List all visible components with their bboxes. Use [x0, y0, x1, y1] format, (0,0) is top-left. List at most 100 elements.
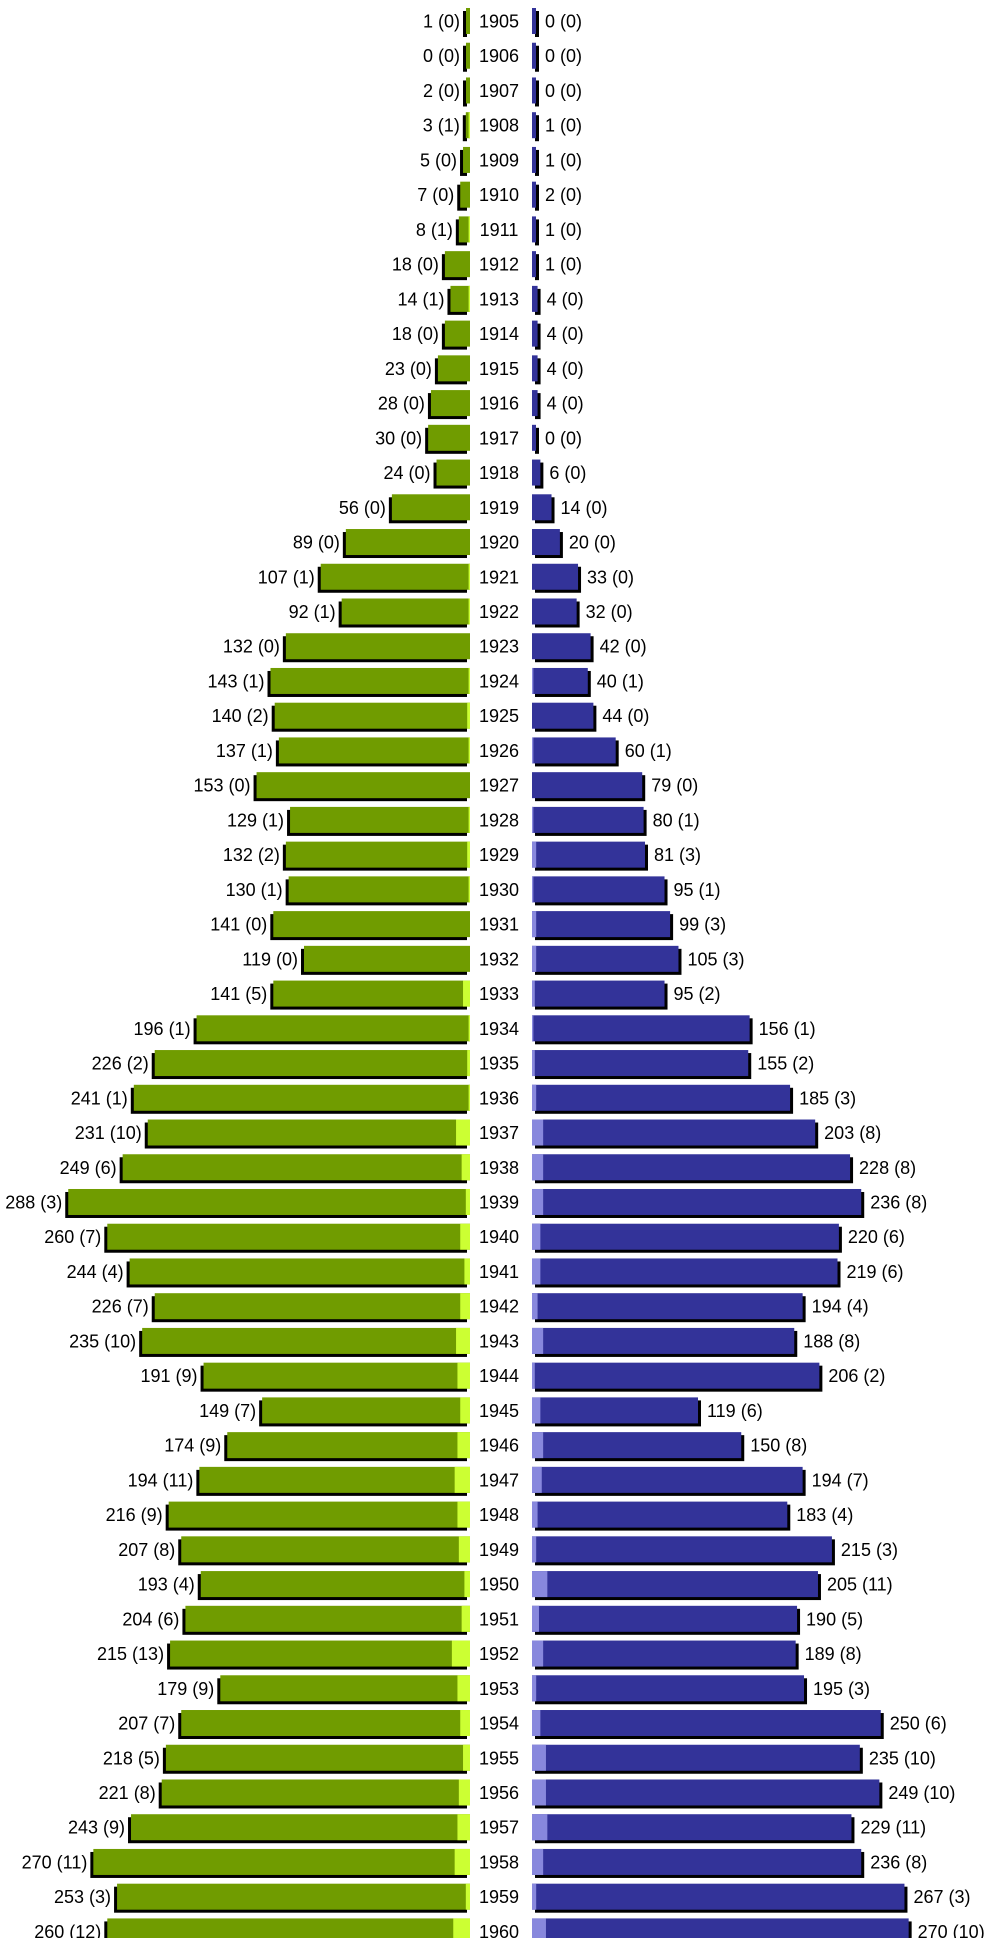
right-sub-bar [532, 1258, 541, 1285]
right-value-label: 6 (0) [549, 463, 586, 483]
right-bar [532, 737, 616, 764]
right-bar [532, 1293, 803, 1320]
right-bar [532, 667, 588, 694]
left-value-label: 179 (9) [157, 1679, 214, 1699]
right-sub-bar [532, 1848, 544, 1875]
left-value-label: 119 (0) [242, 949, 298, 969]
right-value-label: 155 (2) [757, 1054, 814, 1074]
left-value-label: 207 (7) [118, 1714, 175, 1734]
right-value-label: 95 (2) [674, 984, 721, 1004]
year-label: 1922 [479, 602, 519, 622]
right-bar [532, 1814, 852, 1841]
left-value-label: 235 (10) [69, 1331, 136, 1351]
right-value-label: 235 (10) [869, 1748, 936, 1768]
right-bar [532, 841, 645, 868]
left-bar [107, 1223, 471, 1250]
left-bar [256, 772, 470, 799]
right-value-label: 14 (0) [561, 498, 608, 518]
left-sub-bar [467, 702, 470, 729]
left-bar [154, 1293, 471, 1320]
year-label: 1934 [479, 1019, 519, 1039]
right-value-label: 194 (4) [812, 1297, 869, 1317]
left-sub-bar [453, 1918, 470, 1938]
right-sub-bar [532, 737, 534, 764]
year-label: 1953 [479, 1679, 519, 1699]
right-bar [532, 459, 541, 486]
left-bar [196, 1015, 470, 1042]
left-value-label: 28 (0) [378, 394, 425, 414]
right-bar [532, 1050, 749, 1077]
year-label: 1905 [479, 12, 519, 32]
left-sub-bar [464, 1258, 470, 1285]
left-bar [450, 285, 470, 312]
year-label: 1908 [479, 116, 519, 136]
year-label: 1912 [479, 255, 519, 275]
right-value-label: 105 (3) [687, 949, 744, 969]
left-bar [444, 251, 470, 278]
right-value-label: 1 (0) [545, 220, 582, 240]
right-bar [532, 980, 665, 1007]
right-bar-shadow [535, 358, 541, 385]
right-bar [532, 251, 536, 278]
right-value-label: 195 (3) [813, 1679, 870, 1699]
left-value-label: 249 (6) [60, 1158, 117, 1178]
left-bar [463, 146, 470, 173]
left-value-label: 218 (5) [103, 1748, 160, 1768]
left-bar [288, 876, 470, 903]
left-bar [391, 494, 470, 521]
right-value-label: 1 (0) [545, 150, 582, 170]
left-bar [341, 598, 470, 625]
year-label: 1920 [479, 533, 519, 553]
left-bar [147, 1119, 470, 1146]
right-bar [532, 494, 552, 521]
right-value-label: 4 (0) [547, 324, 584, 344]
left-bar [181, 1710, 471, 1737]
right-value-label: 215 (3) [841, 1540, 898, 1560]
right-bar [532, 1188, 862, 1215]
left-sub-bar [458, 1536, 470, 1563]
left-bar [129, 1258, 470, 1285]
left-value-label: 174 (9) [164, 1436, 221, 1456]
left-sub-bar [460, 1710, 470, 1737]
right-sub-bar [532, 667, 534, 694]
left-bar [320, 563, 470, 590]
right-sub-bar [532, 876, 534, 903]
right-value-label: 185 (3) [799, 1088, 856, 1108]
year-label: 1950 [479, 1575, 519, 1595]
year-label: 1946 [479, 1436, 519, 1456]
year-label: 1959 [479, 1887, 519, 1907]
year-label: 1951 [479, 1609, 519, 1629]
right-bar [532, 42, 536, 69]
left-value-label: 143 (1) [207, 671, 264, 691]
left-bar-shadow [463, 80, 467, 107]
year-label: 1907 [479, 81, 519, 101]
right-sub-bar [532, 1710, 541, 1737]
left-bar [200, 1571, 470, 1598]
right-bar-shadow [535, 254, 539, 281]
right-bar-shadow [535, 149, 539, 176]
left-value-label: 5 (0) [420, 150, 457, 170]
right-bar [532, 1710, 881, 1737]
left-sub-bar [460, 1223, 470, 1250]
right-bar [532, 1084, 791, 1111]
right-value-label: 4 (0) [547, 359, 584, 379]
year-label: 1909 [479, 150, 519, 170]
right-sub-bar [532, 1223, 541, 1250]
right-value-label: 40 (1) [597, 671, 644, 691]
right-bar [532, 424, 536, 451]
left-bar [161, 1779, 470, 1806]
right-value-label: 236 (8) [870, 1192, 927, 1212]
left-bar [273, 911, 470, 938]
right-bar [532, 1258, 838, 1285]
left-bar [220, 1675, 470, 1702]
left-value-label: 107 (1) [258, 567, 315, 587]
left-bar [460, 181, 470, 208]
left-value-label: 244 (4) [67, 1262, 124, 1282]
year-label: 1913 [479, 289, 519, 309]
right-sub-bar [532, 1084, 537, 1111]
year-label: 1942 [479, 1297, 519, 1317]
left-sub-bar [465, 1883, 470, 1910]
right-bar [532, 1362, 820, 1389]
left-sub-bar [467, 1050, 470, 1077]
right-sub-bar [532, 1119, 544, 1146]
